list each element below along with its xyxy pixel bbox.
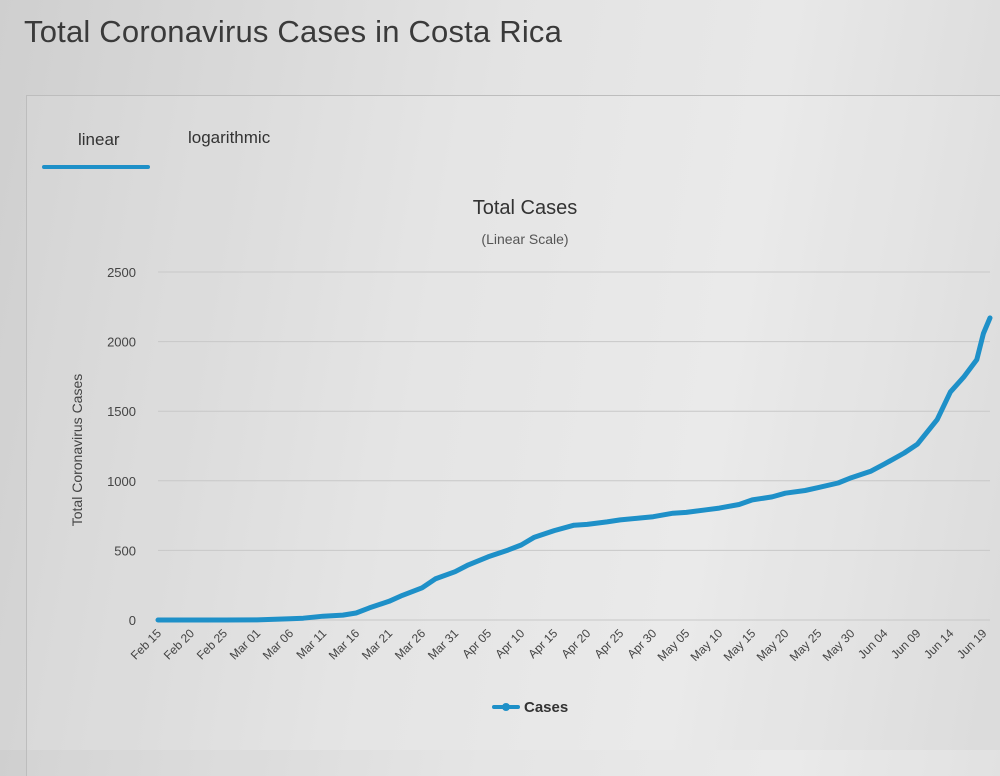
x-tick-label: Mar 11	[294, 626, 330, 662]
y-tick-label: 2500	[107, 265, 136, 280]
x-tick-label: Apr 20	[558, 626, 593, 661]
x-tick-label: Mar 31	[425, 626, 462, 663]
page-title: Total Coronavirus Cases in Costa Rica	[24, 14, 563, 49]
x-tick-label: Mar 21	[359, 626, 396, 663]
y-tick-label: 1000	[107, 474, 136, 489]
y-tick-label: 1500	[107, 404, 136, 419]
x-tick-label: Feb 25	[194, 626, 231, 663]
x-tick-label: May 05	[655, 626, 693, 664]
x-tick-label: Apr 25	[591, 626, 626, 661]
legend-label-cases: Cases	[524, 699, 568, 716]
legend-marker-cases	[502, 703, 510, 711]
x-tick-label: May 15	[721, 626, 759, 664]
grid-layer	[158, 271, 990, 621]
x-tick-label: Mar 16	[326, 626, 363, 663]
x-tick-label: Jun 09	[888, 626, 924, 662]
chart-panel	[26, 95, 1000, 776]
chart-title: Total Cases	[473, 197, 578, 219]
x-tick-label: Jun 14	[921, 626, 957, 662]
x-tick-label: Apr 15	[525, 626, 560, 661]
legend[interactable]: Cases	[492, 699, 568, 716]
y-tick-label: 500	[114, 543, 136, 558]
active-tab-indicator	[42, 165, 150, 169]
x-tick-label: Apr 10	[492, 626, 527, 661]
chart-subtitle: (Linear Scale)	[481, 231, 568, 247]
tab-linear[interactable]: linear	[78, 130, 120, 149]
x-tick-label: Feb 15	[128, 626, 165, 663]
y-axis-label: Total Coronavirus Cases	[69, 374, 85, 527]
x-tick-label: May 10	[688, 626, 726, 664]
x-tick-label: May 20	[754, 626, 792, 664]
x-tick-label: May 30	[820, 626, 858, 664]
series-layer	[155, 315, 993, 623]
series-line-cases[interactable]	[155, 315, 993, 623]
y-tick-label: 2000	[107, 335, 136, 350]
x-tick-label: Feb 20	[161, 626, 198, 663]
x-tick-label: Mar 06	[260, 626, 297, 663]
y-tick-label: 0	[129, 613, 136, 628]
y-axis-ticks: 0 500 1000 1500 2000 2500	[107, 265, 136, 628]
x-tick-label: Mar 26	[392, 626, 429, 663]
x-tick-label: May 25	[787, 626, 825, 664]
line-chart: Total Cases (Linear Scale) Total Coronav…	[69, 197, 993, 716]
x-tick-label: Mar 01	[227, 626, 264, 663]
x-tick-label: Apr 05	[459, 626, 494, 661]
tab-logarithmic[interactable]: logarithmic	[188, 128, 271, 147]
x-tick-label: Apr 30	[624, 626, 659, 661]
x-tick-label: Jun 19	[954, 626, 990, 662]
x-tick-label: Jun 04	[855, 626, 891, 662]
